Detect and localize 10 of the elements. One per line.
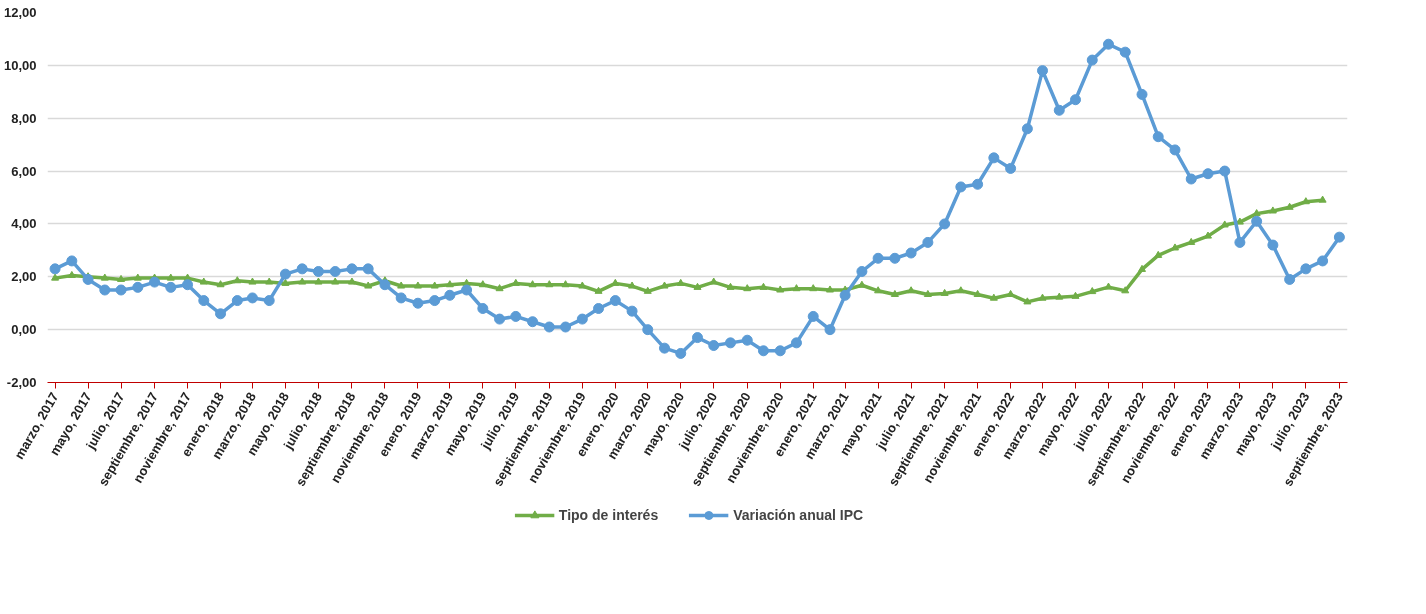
y-tick-label: 8,00: [11, 110, 37, 126]
y-tick-label: 2,00: [11, 269, 37, 285]
y-tick-label: 6,00: [11, 163, 37, 179]
legend-label: Variación anual IPC: [733, 507, 864, 523]
legend-label: Tipo de interés: [558, 507, 659, 523]
y-tick-label: 0,00: [11, 322, 37, 338]
y-tick-label: 10,00: [3, 57, 37, 73]
y-tick-label: -2,00: [6, 375, 37, 390]
y-tick-label: 12,00: [3, 5, 37, 20]
y-tick-label: 4,00: [11, 216, 37, 232]
